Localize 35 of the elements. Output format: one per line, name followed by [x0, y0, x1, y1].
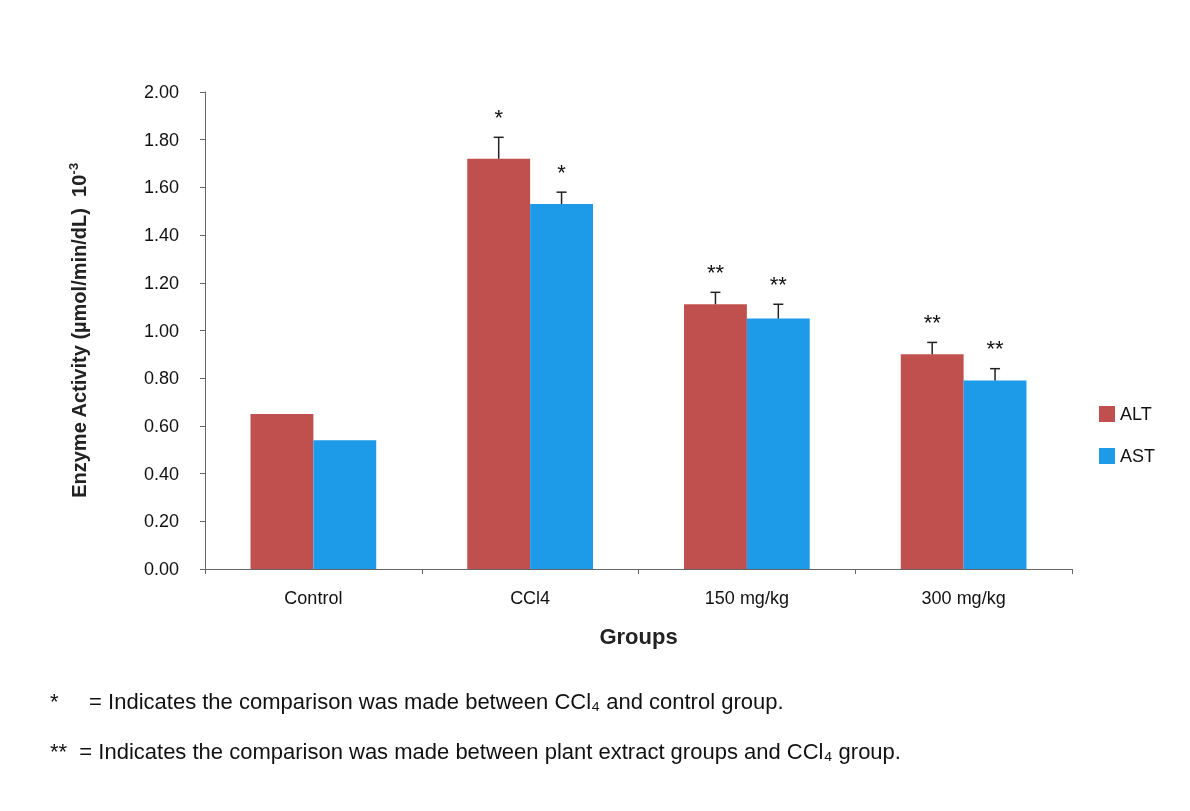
data-label: **: [923, 309, 942, 335]
y-tick-label: 1.60: [143, 177, 179, 198]
data-label: *: [557, 159, 567, 185]
data-label: **: [986, 336, 1005, 362]
legend-label: AST: [1119, 446, 1156, 466]
bar: [684, 304, 747, 569]
y-tick-label: 1.20: [143, 272, 179, 293]
text: * = Indicates the comparison was made between CCl₄ and control group.: [50, 688, 784, 714]
y-tick-label: 0.80: [143, 368, 179, 389]
bar: [313, 440, 377, 569]
y-tick-label: 0.00: [143, 559, 179, 579]
data-label: *: [494, 104, 504, 130]
y-tick-label: 0.40: [143, 463, 179, 484]
x-tick-label: 300 mg/kg: [921, 588, 1006, 608]
x-axis-title: Groups: [599, 623, 678, 649]
bar: [530, 204, 593, 569]
bar: [746, 318, 810, 569]
y-tick-label: 1.00: [143, 320, 179, 341]
y-tick-label: 2.00: [143, 82, 179, 102]
bar: [467, 158, 531, 569]
x-tick-label: Control: [284, 588, 343, 608]
y-tick-label: 1.80: [143, 129, 179, 150]
bar: [963, 380, 1027, 569]
x-tick-label: 150 mg/kg: [704, 588, 789, 608]
bar: [250, 413, 314, 569]
bar: [900, 354, 964, 569]
legend-label: ALT: [1119, 404, 1152, 424]
data-label: **: [706, 259, 725, 285]
data-label: **: [769, 271, 788, 297]
x-tick-label: CCl4: [510, 588, 551, 608]
y-tick-label: 0.60: [143, 415, 179, 436]
y-axis-title: Enzyme Activity (µmol/min/dL) 10-3: [66, 162, 90, 498]
y-tick-label: 0.20: [143, 511, 179, 532]
y-tick-label: 1.40: [143, 225, 179, 246]
text: ** = Indicates the comparison was made between plant extract groups and CCl₄ group.: [50, 738, 901, 764]
